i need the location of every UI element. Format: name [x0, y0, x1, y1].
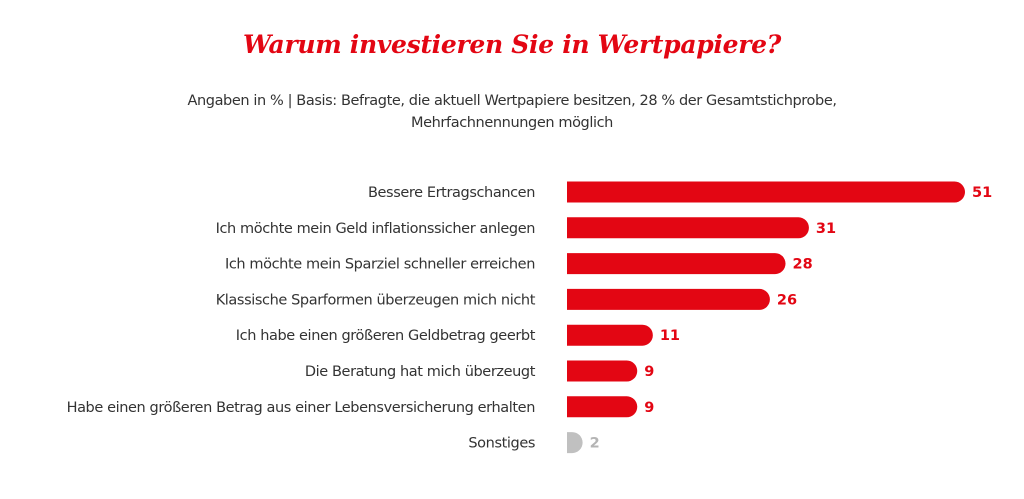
category-label: Klassische Sparformen überzeugen mich ni…: [216, 292, 536, 308]
bar: [567, 360, 638, 382]
category-label: Die Beratung hat mich überzeugt: [305, 364, 536, 380]
bar: [567, 253, 786, 275]
value-label: 26: [777, 292, 797, 308]
bar: [567, 288, 770, 310]
value-label: 9: [644, 364, 654, 380]
subtitle-line-2: Mehrfachnennungen möglich: [411, 115, 613, 131]
chart-subtitle: Angaben in % | Basis: Befragte, die aktu…: [0, 90, 1024, 134]
value-label: 9: [644, 400, 654, 416]
value-label: 2: [590, 436, 600, 452]
value-label: 11: [660, 328, 680, 344]
subtitle-line-1: Angaben in % | Basis: Befragte, die aktu…: [187, 93, 837, 109]
value-label: 51: [972, 185, 992, 201]
bar: [567, 217, 809, 239]
value-label: 31: [816, 221, 836, 237]
category-label: Sonstiges: [468, 436, 535, 452]
category-label: Bessere Ertragschancen: [368, 185, 535, 201]
category-label: Habe einen größeren Betrag aus einer Leb…: [67, 400, 535, 416]
bar: [567, 181, 965, 203]
bar: [567, 396, 638, 418]
bar: [567, 324, 653, 346]
value-label: 28: [793, 257, 813, 273]
category-label: Ich möchte mein Sparziel schneller errei…: [225, 257, 535, 273]
category-label: Ich möchte mein Geld inflationssicher an…: [216, 221, 535, 237]
bar: [567, 432, 583, 454]
category-label: Ich habe einen größeren Geldbetrag geerb…: [236, 328, 536, 344]
chart-title: Warum investieren Sie in Wertpapiere?: [242, 30, 782, 59]
